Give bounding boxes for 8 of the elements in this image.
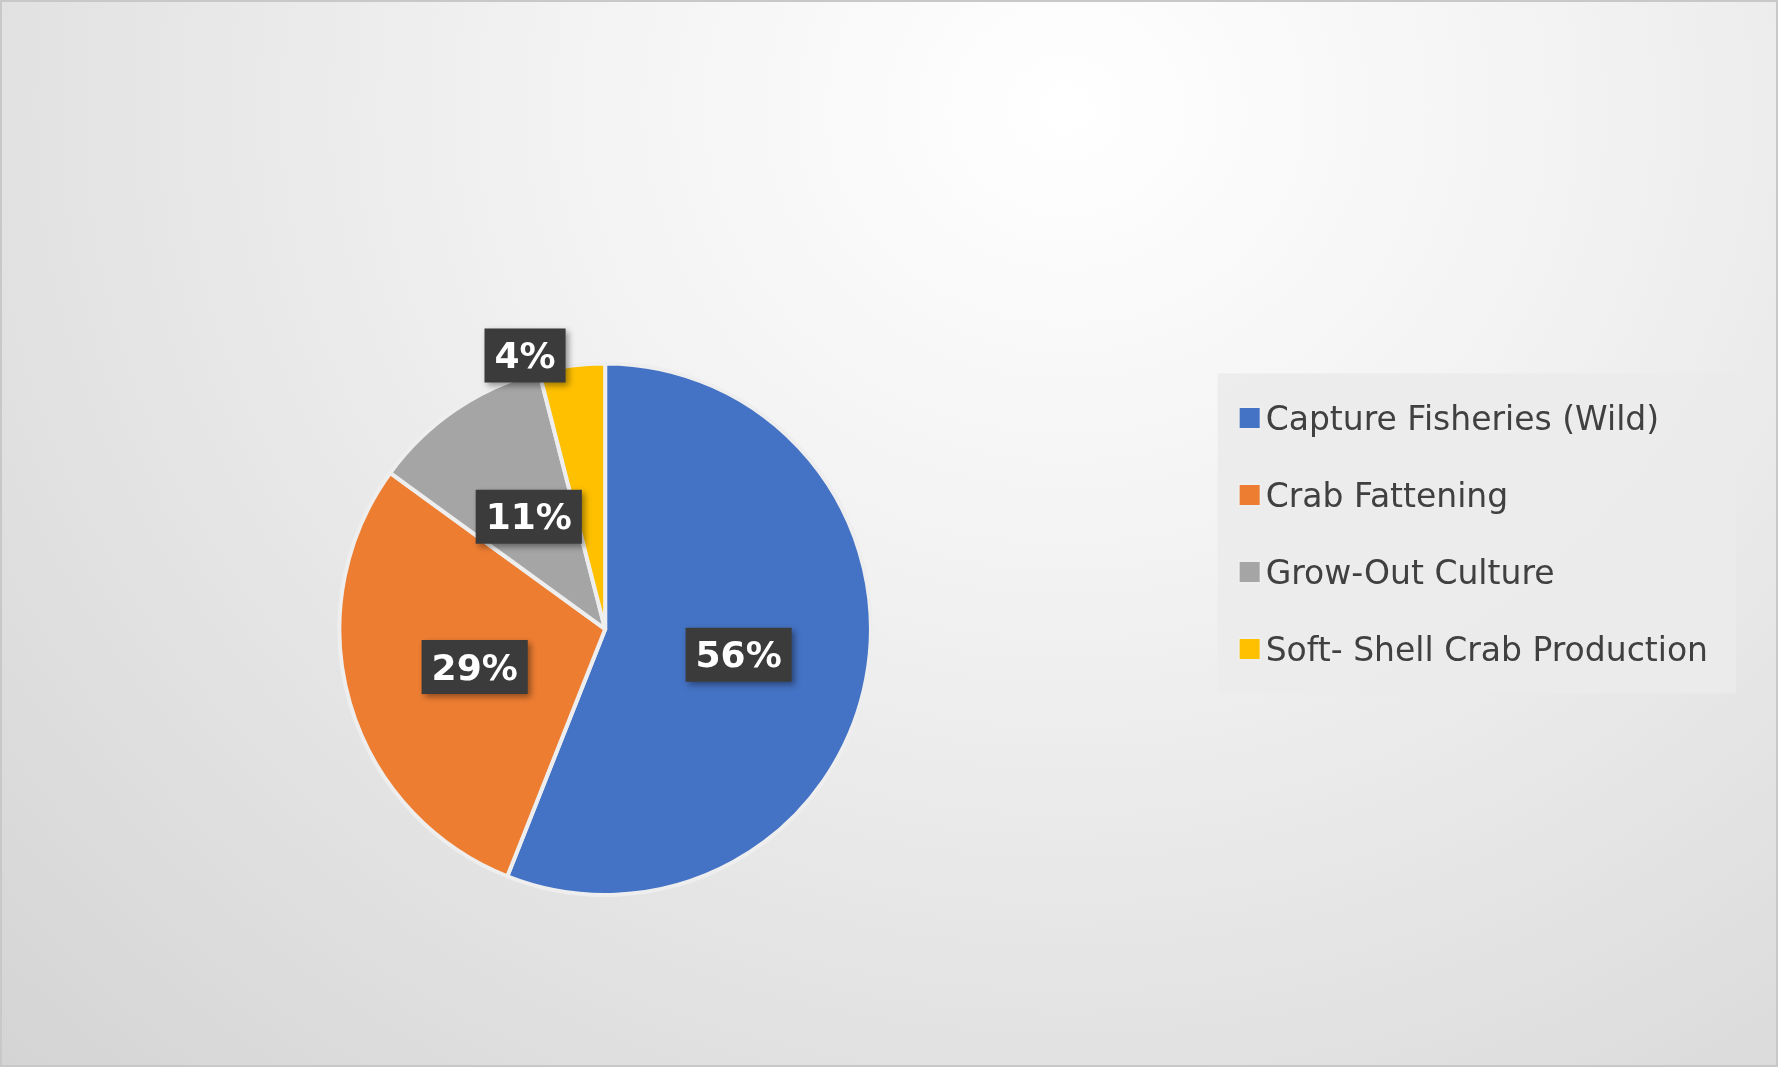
data-label: 29% (431, 646, 518, 688)
legend-label: Soft- Shell Crab Production (1265, 629, 1708, 669)
data-label: 11% (485, 496, 572, 538)
legend-label: Capture Fisheries (Wild) (1265, 398, 1660, 438)
data-label: 56% (695, 634, 782, 676)
data-label: 4% (494, 335, 556, 377)
legend-label: Grow-Out Culture (1265, 552, 1555, 592)
legend-label: Crab Fattening (1265, 475, 1509, 515)
